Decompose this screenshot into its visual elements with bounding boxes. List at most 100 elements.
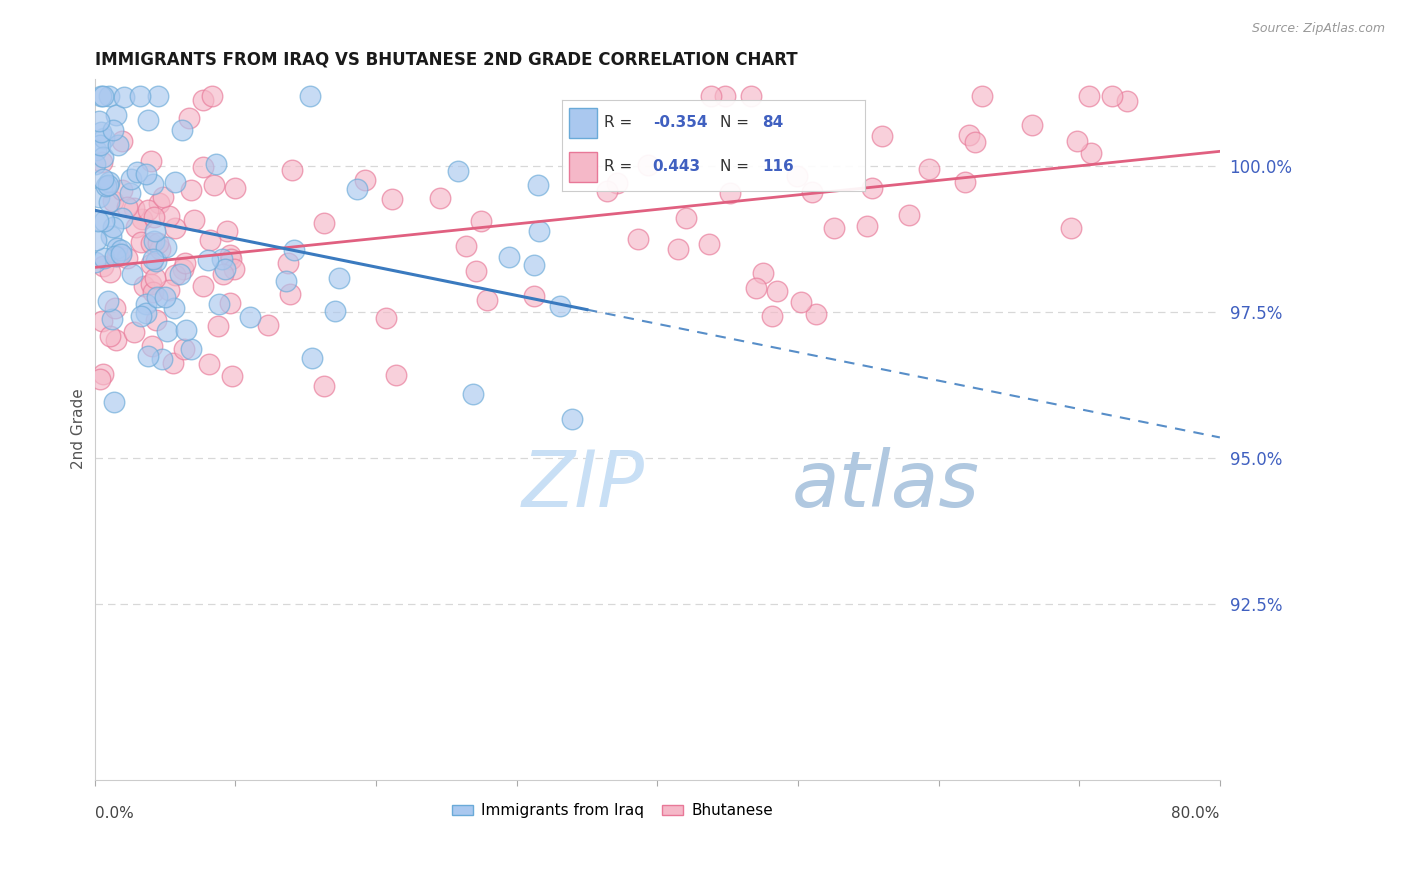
Point [112,90,135,104]
Point [145,290,167,304]
Point [110,247,132,261]
Point [385,368,408,382]
Point [93,131,115,145]
Point [111,134,134,148]
Point [174,256,197,270]
Point [97,178,120,192]
Point [143,234,166,248]
Point [84,143,107,157]
Point [97,293,120,308]
Text: 80.0%: 80.0% [1171,806,1220,822]
Point [136,349,159,363]
Point [121,172,143,186]
Point [153,290,176,304]
Point [173,342,195,356]
Point [898,208,921,222]
Point [139,277,162,292]
Point [183,212,205,227]
Point [1115,94,1137,108]
Text: ZIP: ZIP [522,447,645,524]
Point [346,181,368,195]
Point [145,254,167,268]
Point [156,324,179,338]
Point [765,284,787,298]
Point [111,183,134,197]
Point [224,180,246,194]
Point [93,172,115,186]
Point [454,239,477,253]
Point [103,194,125,209]
Point [139,154,162,169]
Point [142,252,165,266]
Text: IMMIGRANTS FROM IRAQ VS BHUTANESE 2ND GRADE CORRELATION CHART: IMMIGRANTS FROM IRAQ VS BHUTANESE 2ND GR… [94,51,797,69]
Point [222,262,245,277]
Point [277,255,299,269]
Point [141,285,163,299]
Point [83,254,105,268]
Point [115,200,138,214]
Point [162,301,184,315]
Point [141,235,163,250]
Point [470,213,492,227]
Point [87,190,110,204]
Point [145,312,167,326]
Point [110,246,132,260]
Point [197,253,219,268]
Point [855,219,877,233]
Point [207,318,229,333]
Point [87,214,110,228]
Point [668,242,690,256]
Point [125,165,148,179]
Point [90,89,112,103]
Point [191,278,214,293]
Point [208,297,231,311]
Point [98,265,121,279]
Point [1101,89,1123,103]
Point [212,268,235,282]
Point [278,287,301,301]
Point [93,214,115,228]
Point [141,257,163,271]
Point [298,89,321,103]
Point [105,333,128,347]
Point [89,113,111,128]
Point [115,251,138,265]
Point [860,180,883,194]
Point [447,164,470,178]
Point [256,318,278,332]
Point [91,259,114,273]
Point [193,161,215,175]
Point [135,297,157,311]
Point [193,94,215,108]
Point [606,176,628,190]
Point [150,352,173,367]
Point [219,247,242,261]
Point [281,162,304,177]
Point [475,293,498,307]
Point [163,175,186,189]
Point [675,211,697,225]
Point [1080,146,1102,161]
Point [132,279,155,293]
Point [221,368,243,383]
Point [101,122,124,136]
Point [93,252,115,266]
Text: Source: ZipAtlas.com: Source: ZipAtlas.com [1251,22,1385,36]
Point [429,191,451,205]
Point [100,228,122,243]
Point [800,185,823,199]
Point [121,267,143,281]
Point [523,288,546,302]
Point [1059,220,1081,235]
Point [155,240,177,254]
Legend: Immigrants from Iraq, Bhutanese: Immigrants from Iraq, Bhutanese [446,797,779,824]
Point [1077,89,1099,103]
Point [135,306,157,320]
Point [174,323,197,337]
Point [146,89,169,103]
Point [239,310,262,324]
Point [202,178,225,192]
Point [135,167,157,181]
Point [101,312,124,326]
Point [314,379,336,393]
